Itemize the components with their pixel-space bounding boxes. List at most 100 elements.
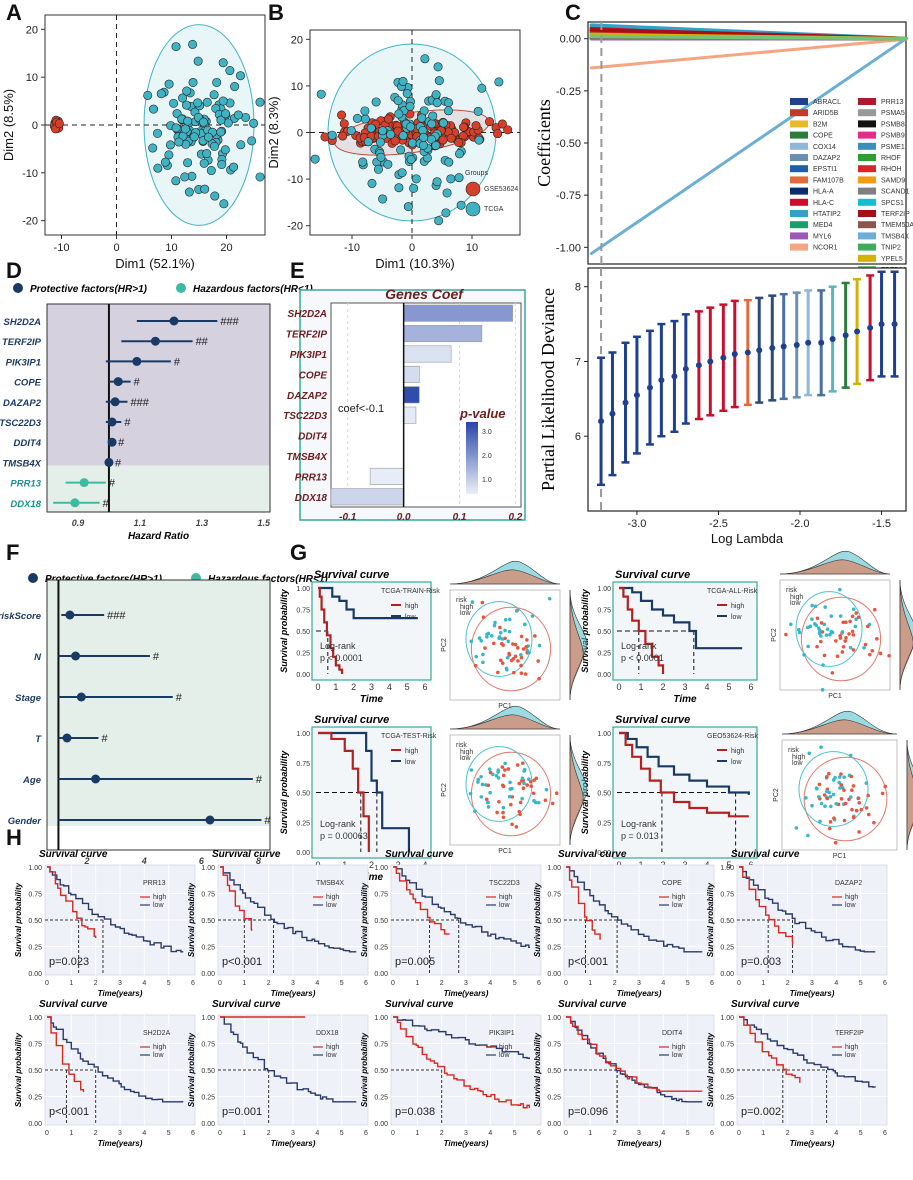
point-tcga	[367, 178, 377, 188]
forest-bg-protective	[47, 304, 270, 466]
y-tick-label: 0.00	[374, 1121, 388, 1128]
mini-point	[827, 771, 831, 776]
mini-point	[510, 786, 514, 791]
y-tick-label: 0.50	[597, 791, 611, 798]
x-tick-label: 5	[859, 1130, 863, 1137]
km-curve-high	[47, 866, 97, 938]
panel-a-pca: -10 0 10 20 20 10 0 -10 -20 Dim1 (52.1%) Dim2 (8.5…	[1, 14, 266, 271]
mini-point	[829, 614, 834, 618]
survival-title: Survival curve	[558, 849, 627, 860]
row-label: SH2D2A	[4, 317, 42, 328]
mini-y-label: PC2	[771, 628, 778, 642]
x-tick-label: 6	[710, 980, 714, 987]
y-tick-label: 0.50	[201, 918, 215, 925]
x-tick-label: 4	[704, 682, 709, 692]
legend-swatch	[858, 221, 876, 229]
coef-bar	[403, 365, 420, 383]
mini-point	[850, 614, 855, 619]
legend-label: SCAND1	[881, 189, 910, 196]
sig-mark: #	[101, 733, 108, 745]
y-tick-label: 0.75	[296, 761, 310, 768]
mini-point	[494, 773, 499, 778]
point-tcga	[420, 54, 430, 64]
y-tick-label: 0.75	[597, 761, 611, 768]
legend-dot-protective	[13, 283, 23, 293]
mini-point	[493, 620, 497, 625]
x-tick-label: 4	[141, 856, 147, 866]
mini-point	[806, 833, 810, 838]
point-tcga	[218, 96, 228, 106]
mini-point	[486, 805, 491, 809]
y-tick-label: 0.00	[201, 1121, 215, 1128]
point-tcga	[180, 124, 190, 134]
colorbar-tick: 1.0	[482, 477, 492, 484]
y-tick-label: -0.25	[556, 86, 581, 98]
panel-label-h: H	[6, 825, 22, 850]
y-tick-label: 0.50	[597, 629, 611, 636]
mini-point	[887, 653, 891, 658]
pvalue-label: p<0.001	[49, 1106, 89, 1118]
legend-label: low	[845, 902, 856, 909]
point-tcga	[171, 42, 181, 52]
x-tick-label: 6	[191, 1130, 195, 1137]
point-tcga	[398, 131, 408, 141]
mini-point	[498, 625, 502, 630]
mini-ellipse-low	[798, 751, 869, 827]
y-tick-label: 0.75	[720, 892, 734, 899]
mini-x-label: PC1	[833, 853, 847, 860]
panel-label-c: C	[565, 0, 581, 25]
legend-label: FAM107B	[813, 177, 844, 184]
mini-point	[847, 632, 851, 636]
y-tick-label: 1.00	[547, 1015, 561, 1022]
mini-point	[543, 798, 548, 803]
row-label: PIK3IP1	[6, 357, 41, 368]
mini-point	[473, 663, 478, 668]
category-label: COPE	[299, 370, 328, 381]
point-tcga	[229, 162, 239, 172]
mini-point	[833, 639, 838, 643]
survival-title: Survival curve	[314, 569, 389, 581]
row-label: DAZAP2	[3, 398, 42, 409]
mini-legend-title: risk	[456, 742, 467, 749]
point-tcga	[454, 173, 464, 183]
mini-point	[520, 761, 525, 765]
mini-point	[508, 780, 512, 785]
point-tcga	[375, 137, 385, 147]
point-tcga	[149, 104, 159, 114]
x-axis-label: Time(years)	[271, 989, 316, 998]
y-tick-label: 0.00	[296, 672, 310, 679]
mini-point	[521, 647, 526, 651]
hr-point	[76, 692, 86, 702]
mini-point	[866, 812, 871, 817]
mini-point	[488, 790, 492, 795]
km-curve-high	[318, 586, 344, 674]
mini-point	[470, 600, 475, 604]
mini-point	[831, 792, 836, 797]
km-curve-high	[619, 731, 749, 818]
mini-point	[533, 634, 537, 638]
gene-label: COPE	[662, 880, 682, 887]
point-tcga	[220, 145, 230, 155]
mini-point	[484, 797, 489, 802]
density-side-high	[906, 739, 913, 851]
logrank-label: Log-rank	[621, 641, 657, 651]
y-tick-label: 0.00	[547, 1121, 561, 1128]
point-tcga	[217, 160, 227, 170]
deviance-point	[793, 342, 800, 349]
mini-point	[842, 818, 847, 823]
sig-mark: #	[174, 356, 181, 368]
y-tick-label: 0.50	[720, 918, 734, 925]
y-tick-label: -0.75	[556, 190, 581, 202]
mini-point	[500, 637, 505, 641]
point-tcga	[193, 56, 203, 66]
legend-swatch	[790, 232, 808, 240]
x-tick-label: 4	[142, 1130, 146, 1137]
km-curve-low	[393, 1016, 530, 1060]
point-gse53624	[337, 110, 347, 120]
x-tick-label: 4	[834, 980, 838, 987]
coef-path-ncor1	[589, 37, 908, 70]
mini-point	[519, 655, 524, 660]
mini-point	[859, 807, 864, 812]
row-label: PRR13	[10, 479, 41, 490]
mini-point	[469, 639, 474, 644]
